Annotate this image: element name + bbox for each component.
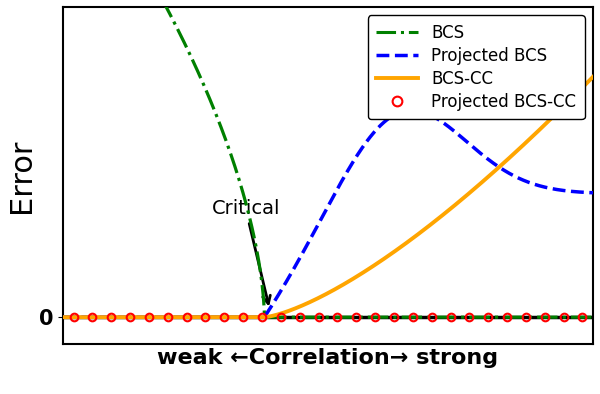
Line: BCS: BCS xyxy=(63,0,593,317)
Projected BCS-CC xyxy=(409,315,416,320)
Projected BCS-CC xyxy=(221,315,228,320)
BCS xyxy=(589,315,596,320)
Line: BCS-CC: BCS-CC xyxy=(63,77,593,317)
Projected BCS-CC xyxy=(145,315,152,320)
Projected BCS xyxy=(408,108,415,113)
Projected BCS-CC xyxy=(89,315,96,320)
Y-axis label: Error: Error xyxy=(7,138,36,213)
BCS-CC xyxy=(473,185,480,190)
Projected BCS-CC xyxy=(466,315,473,320)
BCS-CC xyxy=(113,315,121,320)
BCS xyxy=(261,315,268,320)
Projected BCS xyxy=(59,315,67,320)
BCS-CC xyxy=(589,74,596,79)
BCS xyxy=(483,315,490,320)
BCS xyxy=(293,315,301,320)
BCS-CC xyxy=(293,306,300,310)
Projected BCS-CC xyxy=(202,315,209,320)
Projected BCS-CC xyxy=(428,315,435,320)
BCS-CC xyxy=(274,312,281,317)
Projected BCS xyxy=(589,190,596,195)
BCS xyxy=(424,315,431,320)
Line: Projected BCS-CC: Projected BCS-CC xyxy=(70,313,586,321)
Projected BCS xyxy=(113,315,121,320)
Projected BCS-CC xyxy=(371,315,379,320)
Projected BCS-CC xyxy=(353,315,360,320)
Projected BCS-CC xyxy=(127,315,134,320)
Projected BCS-CC xyxy=(485,315,492,320)
BCS-CC xyxy=(424,225,431,230)
Legend: BCS, Projected BCS, BCS-CC, Projected BCS-CC: BCS, Projected BCS, BCS-CC, Projected BC… xyxy=(368,15,585,119)
Line: Projected BCS: Projected BCS xyxy=(63,110,593,317)
Projected BCS-CC xyxy=(579,315,586,320)
Projected BCS-CC xyxy=(560,315,567,320)
Projected BCS-CC xyxy=(541,315,548,320)
Projected BCS-CC xyxy=(523,315,530,320)
Projected BCS-CC xyxy=(107,315,115,320)
Projected BCS-CC xyxy=(503,315,511,320)
Projected BCS xyxy=(293,262,300,266)
BCS xyxy=(274,315,281,320)
Projected BCS xyxy=(274,294,281,299)
BCS-CC xyxy=(59,315,67,320)
Projected BCS-CC xyxy=(447,315,454,320)
Text: Critical: Critical xyxy=(211,199,280,304)
Projected BCS-CC xyxy=(259,315,266,320)
Projected BCS-CC xyxy=(391,315,398,320)
Projected BCS-CC xyxy=(315,315,322,320)
Projected BCS xyxy=(483,156,490,160)
Projected BCS-CC xyxy=(70,315,77,320)
Projected BCS-CC xyxy=(296,315,304,320)
Projected BCS-CC xyxy=(183,315,190,320)
Projected BCS xyxy=(424,112,431,116)
Projected BCS-CC xyxy=(239,315,247,320)
Text: weak ←Correlation→ strong: weak ←Correlation→ strong xyxy=(157,348,499,368)
Projected BCS-CC xyxy=(277,315,284,320)
Projected BCS xyxy=(473,148,481,152)
BCS-CC xyxy=(482,177,490,181)
Projected BCS-CC xyxy=(164,315,172,320)
Projected BCS-CC xyxy=(334,315,341,320)
BCS xyxy=(473,315,481,320)
